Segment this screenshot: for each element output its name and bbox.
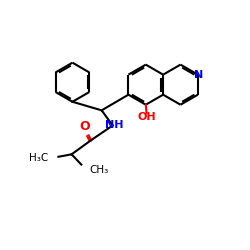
Text: CH₃: CH₃	[89, 165, 108, 175]
Text: N: N	[194, 70, 203, 80]
Text: O: O	[79, 120, 90, 133]
Text: NH: NH	[105, 120, 123, 130]
Text: H₃C: H₃C	[29, 153, 48, 163]
Text: OH: OH	[138, 112, 156, 122]
